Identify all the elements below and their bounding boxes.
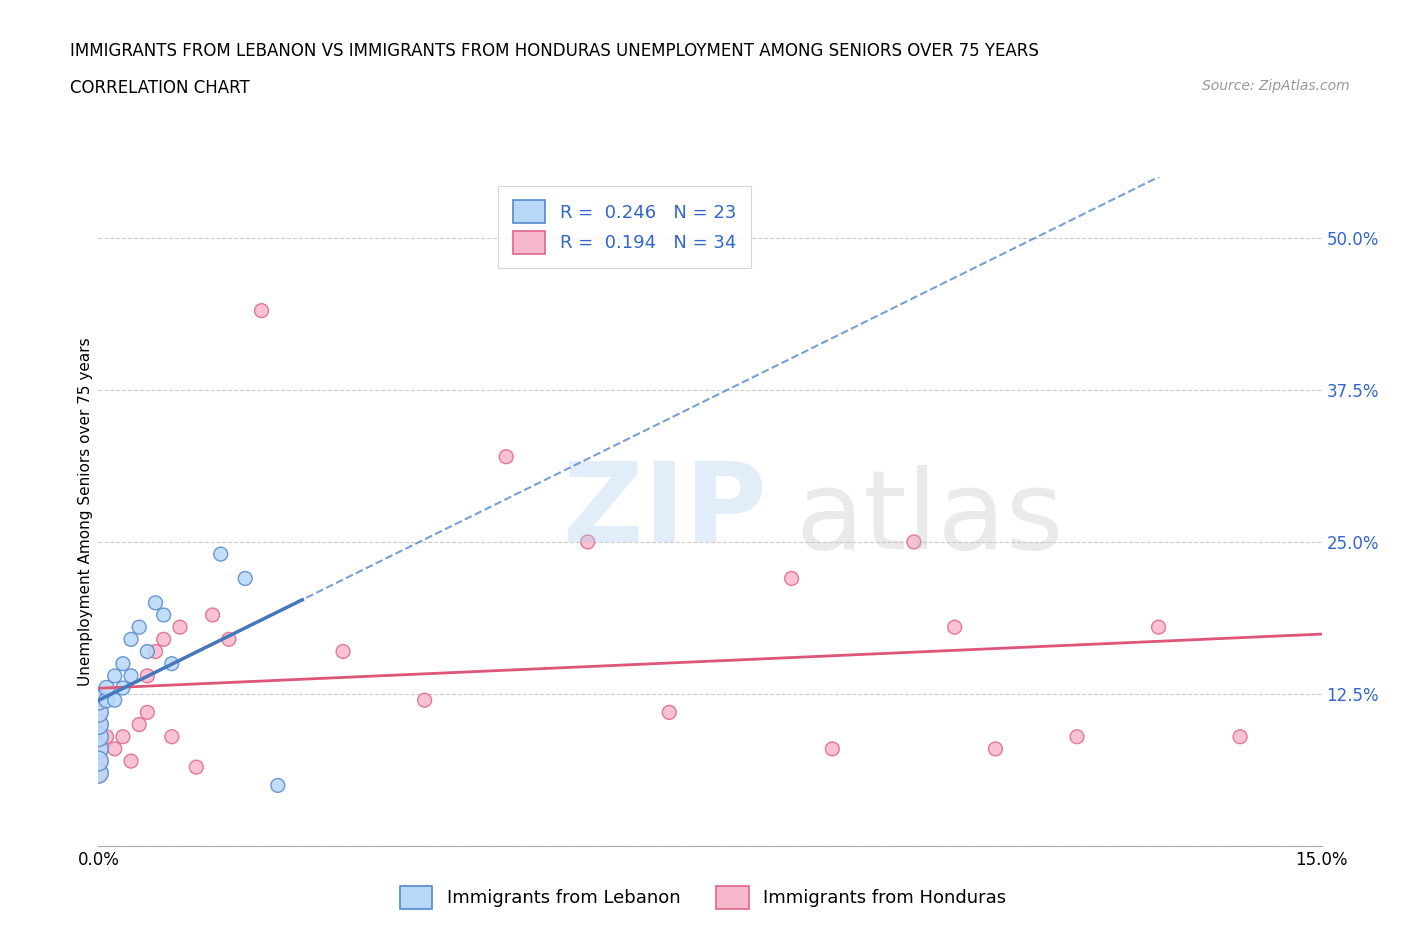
Point: [145, 595, 167, 610]
Point: [136, 705, 159, 720]
Point: [1147, 619, 1170, 634]
Text: atlas: atlas: [796, 465, 1064, 572]
Point: [87, 705, 110, 720]
Point: [152, 631, 174, 646]
Point: [160, 657, 183, 671]
Legend: R =  0.246   N = 23, R =  0.194   N = 34: R = 0.246 N = 23, R = 0.194 N = 34: [498, 186, 751, 268]
Point: [495, 449, 517, 464]
Y-axis label: Unemployment Among Seniors over 75 years: Unemployment Among Seniors over 75 years: [77, 338, 93, 685]
Point: [209, 547, 232, 562]
Point: [87, 741, 110, 756]
Point: [160, 729, 183, 744]
Point: [87, 765, 110, 780]
Point: [111, 657, 134, 671]
Point: [87, 729, 110, 744]
Point: [128, 717, 150, 732]
Point: [903, 535, 925, 550]
Point: [576, 535, 599, 550]
Point: [136, 644, 159, 659]
Point: [943, 619, 966, 634]
Point: [780, 571, 803, 586]
Point: [87, 753, 110, 768]
Text: CORRELATION CHART: CORRELATION CHART: [70, 79, 250, 97]
Text: Source: ZipAtlas.com: Source: ZipAtlas.com: [1202, 79, 1350, 93]
Text: ZIP: ZIP: [564, 458, 766, 565]
Point: [87, 729, 110, 744]
Point: [1229, 729, 1251, 744]
Point: [87, 717, 110, 732]
Point: [821, 741, 844, 756]
Legend: Immigrants from Lebanon, Immigrants from Honduras: Immigrants from Lebanon, Immigrants from…: [392, 879, 1014, 916]
Point: [250, 303, 273, 318]
Point: [87, 705, 110, 720]
Point: [136, 669, 159, 684]
Point: [267, 778, 290, 793]
Point: [984, 741, 1007, 756]
Point: [128, 619, 150, 634]
Point: [120, 669, 142, 684]
Point: [87, 693, 110, 708]
Point: [96, 693, 118, 708]
Point: [413, 693, 436, 708]
Point: [233, 571, 256, 586]
Point: [1066, 729, 1088, 744]
Point: [218, 631, 240, 646]
Point: [87, 717, 110, 732]
Point: [120, 631, 142, 646]
Point: [145, 644, 167, 659]
Point: [186, 760, 208, 775]
Point: [104, 741, 127, 756]
Point: [658, 705, 681, 720]
Point: [169, 619, 191, 634]
Point: [104, 693, 127, 708]
Point: [87, 765, 110, 780]
Point: [87, 753, 110, 768]
Point: [104, 669, 127, 684]
Point: [120, 753, 142, 768]
Point: [201, 607, 224, 622]
Point: [87, 741, 110, 756]
Text: IMMIGRANTS FROM LEBANON VS IMMIGRANTS FROM HONDURAS UNEMPLOYMENT AMONG SENIORS O: IMMIGRANTS FROM LEBANON VS IMMIGRANTS FR…: [70, 42, 1039, 60]
Point: [111, 681, 134, 696]
Point: [152, 607, 174, 622]
Point: [111, 729, 134, 744]
Point: [332, 644, 354, 659]
Point: [96, 681, 118, 696]
Point: [96, 729, 118, 744]
